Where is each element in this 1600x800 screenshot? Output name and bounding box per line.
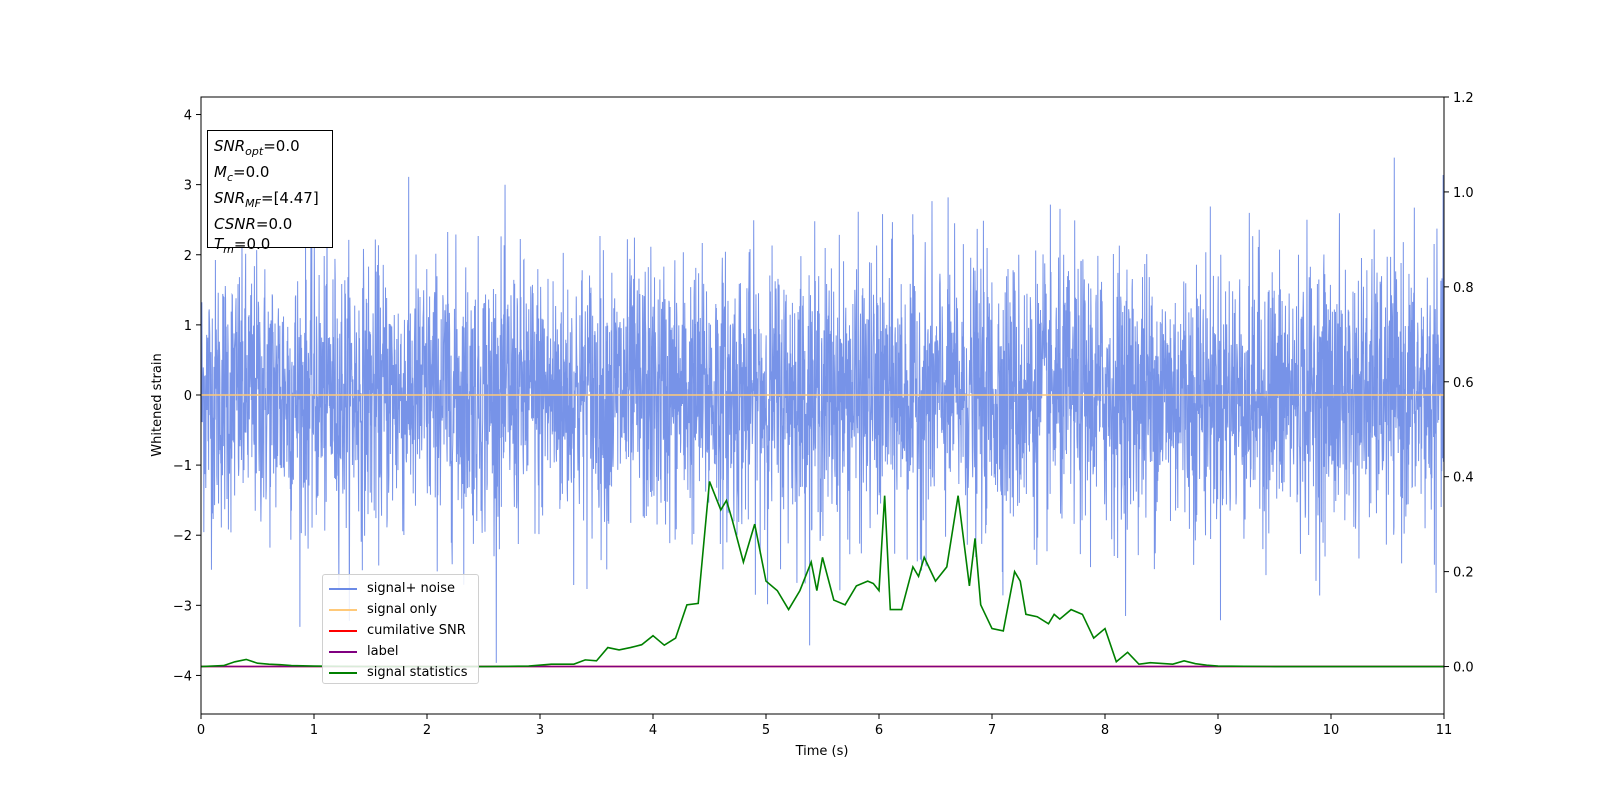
legend-entry: label (329, 641, 472, 662)
tm-subscript: m (223, 243, 234, 256)
x-axis-label: Time (s) (795, 744, 849, 759)
legend-swatch (329, 629, 357, 632)
signal-noise-series (201, 157, 1444, 663)
signal-noise-line (201, 157, 1444, 663)
legend-entry: signal statistics (329, 662, 472, 683)
y2-tick-label: 0.4 (1453, 471, 1474, 486)
x-tick-label: 0 (197, 723, 205, 738)
snr-mf-row: SNRMF=[4.47] (214, 188, 326, 214)
y2-tick-label: 0.0 (1453, 661, 1474, 676)
y2-tick-label: 1.2 (1453, 91, 1474, 106)
x-tick-label: 11 (1436, 723, 1453, 738)
y2-tick-label: 1.0 (1453, 186, 1474, 201)
y-axis-left: −4 −3 −2 −1 0 1 2 3 4 (173, 109, 201, 684)
stats-info-box: SNRopt=0.0 Mc=0.0 SNRMF=[4.47] CSNR=0.0 … (207, 130, 333, 256)
x-tick-label: 10 (1323, 723, 1340, 738)
plot-frame (200, 96, 1445, 715)
legend-entry: signal+ noise (329, 578, 472, 599)
x-tick-label: 3 (536, 723, 544, 738)
y-tick-label: 3 (184, 179, 192, 194)
y2-tick-label: 0.6 (1453, 376, 1474, 391)
y-tick-label: 1 (184, 319, 192, 334)
snr-mf-subscript: MF (245, 197, 261, 210)
y-tick-label: 4 (184, 109, 192, 124)
snr-mf-value: =[4.47] (261, 189, 319, 207)
x-tick-label: 8 (1101, 723, 1109, 738)
tm-value: =0.0 (233, 235, 271, 253)
legend-entry: signal only (329, 599, 472, 620)
legend-label: signal only (367, 602, 438, 617)
mc-row: Mc=0.0 (214, 162, 326, 188)
legend-swatch (329, 671, 357, 674)
mc-value: =0.0 (233, 163, 270, 181)
tm-row: Tm=0.0 (214, 234, 326, 260)
signal-statistics-line (201, 481, 1444, 668)
x-tick-label: 4 (649, 723, 657, 738)
legend-label: signal statistics (367, 665, 468, 680)
x-tick-label: 1 (310, 723, 318, 738)
x-axis: 0 1 2 3 4 5 6 7 8 9 10 11 (197, 714, 1452, 738)
snr-opt-value: =0.0 (263, 137, 300, 155)
x-tick-label: 6 (875, 723, 883, 738)
legend-swatch (329, 650, 357, 653)
y-tick-label: −1 (173, 459, 192, 474)
y-axis-right: 0.0 0.2 0.4 0.6 0.8 1.0 1.2 (1444, 91, 1474, 676)
y2-tick-label: 0.8 (1453, 281, 1474, 296)
legend-swatch (329, 587, 357, 590)
snr-opt-subscript: opt (245, 145, 264, 158)
y2-tick-label: 0.2 (1453, 566, 1474, 581)
y-tick-label: 2 (184, 249, 192, 264)
csnr-value: =0.0 (255, 215, 293, 233)
y-axis-label: Whitened strain (150, 353, 165, 456)
snr-mf-symbol: SNR (214, 189, 246, 207)
y-tick-label: −3 (173, 599, 192, 614)
x-tick-label: 2 (423, 723, 431, 738)
legend-swatch (329, 608, 357, 611)
tm-symbol: T (214, 235, 224, 253)
mc-subscript: c (226, 171, 234, 184)
legend-label: signal+ noise (367, 581, 456, 596)
mc-symbol: M (214, 163, 227, 181)
legend-label: label (367, 644, 399, 659)
chart-legend: signal+ noise signal only cumilative SNR la… (322, 574, 479, 684)
y-tick-label: −4 (173, 669, 192, 684)
snr-opt-row: SNRopt=0.0 (214, 136, 326, 162)
x-tick-label: 7 (988, 723, 996, 738)
legend-label: cumilative SNR (367, 623, 466, 638)
csnr-symbol: CSNR (214, 215, 256, 233)
x-tick-label: 9 (1214, 723, 1222, 738)
x-tick-label: 5 (762, 723, 770, 738)
snr-opt-symbol: SNR (214, 137, 246, 155)
y-tick-label: −2 (173, 529, 192, 544)
y-tick-label: 0 (184, 389, 192, 404)
csnr-row: CSNR=0.0 (214, 214, 326, 234)
legend-entry: cumilative SNR (329, 620, 472, 641)
